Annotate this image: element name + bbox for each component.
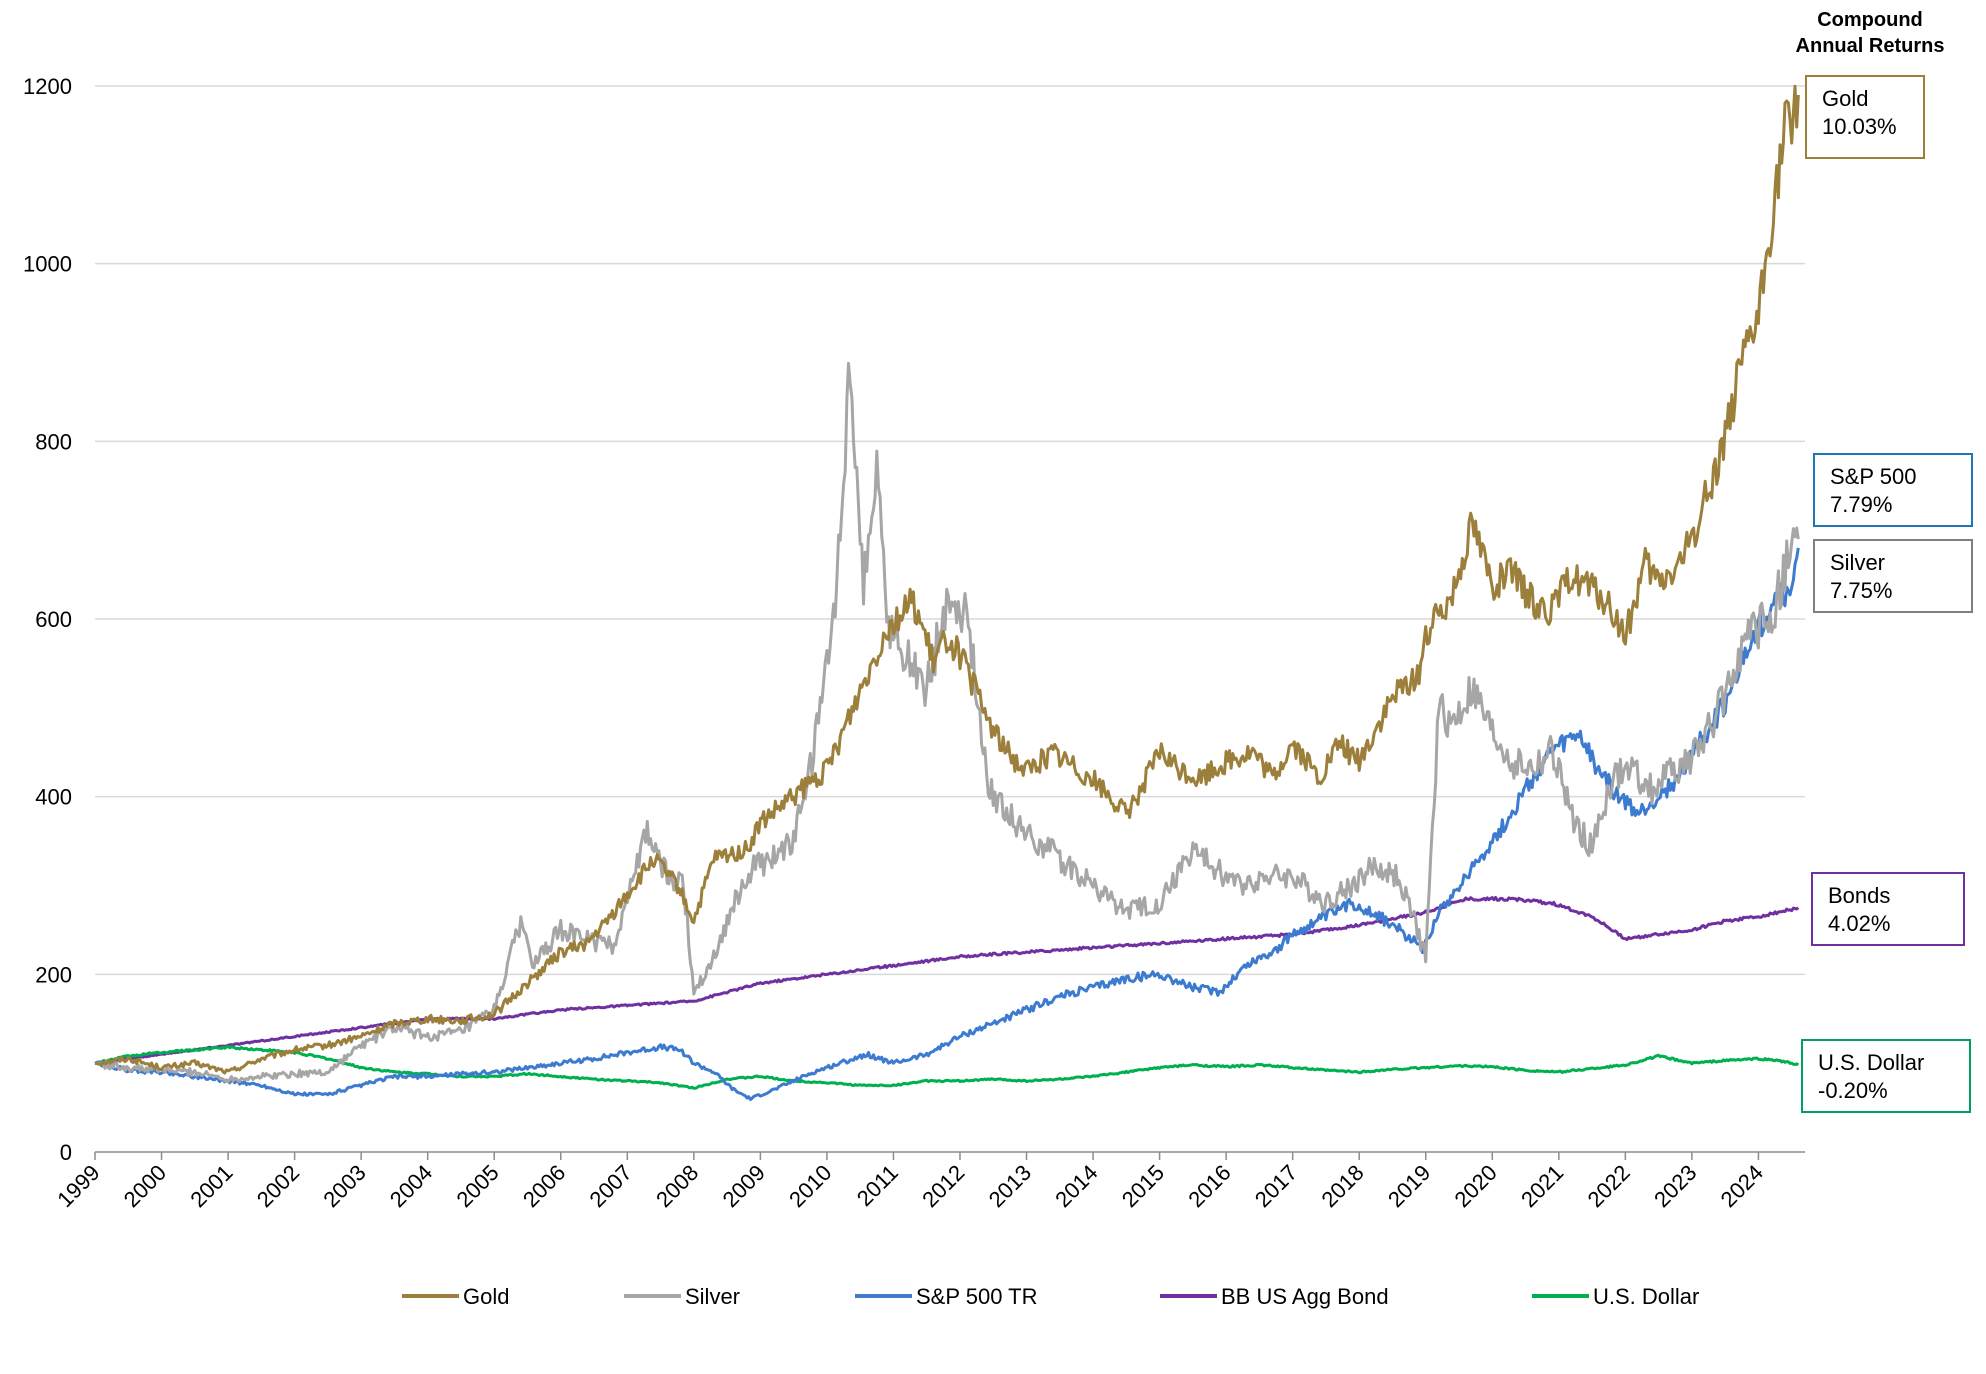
y-axis: 0 200 400 600 800 1000 1200 bbox=[23, 74, 72, 1165]
x-tick-label: 2023 bbox=[1649, 1160, 1701, 1212]
cagr-box-name: Silver bbox=[1830, 550, 1885, 575]
x-tick-label: 2015 bbox=[1117, 1160, 1169, 1212]
legend-item-silver: Silver bbox=[624, 1284, 740, 1309]
x-tick-label: 2022 bbox=[1583, 1160, 1635, 1212]
x-tick-label: 2003 bbox=[318, 1160, 370, 1212]
header-line-2: Annual Returns bbox=[1796, 35, 1945, 57]
cagr-box-u-s-dollar: U.S. Dollar -0.20% bbox=[1801, 1039, 1971, 1113]
series-line-gold bbox=[94, 84, 1800, 1075]
x-tick-label: 2001 bbox=[185, 1160, 237, 1212]
x-tick-label: 2016 bbox=[1183, 1160, 1235, 1212]
x-tick-label: 2010 bbox=[784, 1160, 836, 1212]
y-tick-label: 1000 bbox=[23, 252, 72, 277]
legend-item-gold: Gold bbox=[402, 1284, 509, 1309]
cagr-box-value: 7.79% bbox=[1830, 492, 1892, 517]
x-tick-label: 2014 bbox=[1050, 1160, 1102, 1212]
x-tick-label: 2021 bbox=[1516, 1160, 1568, 1212]
x-tick-label: 2019 bbox=[1383, 1160, 1435, 1212]
y-tick-label: 0 bbox=[60, 1140, 72, 1165]
legend-label: S&P 500 TR bbox=[916, 1284, 1037, 1309]
cagr-annotations: Gold 10.03% S&P 500 7.79% Silver 7.75% Bonds 4.… bbox=[1801, 75, 1973, 1113]
x-tick-label: 2000 bbox=[119, 1160, 171, 1212]
legend-item-s-p-500-tr: S&P 500 TR bbox=[855, 1284, 1037, 1309]
cagr-box-value: 4.02% bbox=[1828, 911, 1890, 936]
cagr-box-value: 10.03% bbox=[1822, 114, 1897, 139]
y-tick-label: 1200 bbox=[23, 74, 72, 99]
x-tick-label: 2007 bbox=[585, 1160, 637, 1212]
x-tick-label: 2013 bbox=[984, 1160, 1036, 1212]
cagr-box-value: 7.75% bbox=[1830, 578, 1892, 603]
x-tick-label: 2004 bbox=[385, 1160, 437, 1212]
cagr-box-gold: Gold 10.03% bbox=[1805, 75, 1925, 159]
legend-label: BB US Agg Bond bbox=[1221, 1284, 1389, 1309]
cagr-box-s-p-500: S&P 500 7.79% bbox=[1813, 453, 1973, 527]
series-line-s-p-500-tr bbox=[94, 547, 1800, 1101]
x-tick-label: 1999 bbox=[52, 1160, 104, 1212]
series-line-bb-us-agg-bond bbox=[94, 895, 1800, 1065]
header-line-1: Compound bbox=[1817, 9, 1923, 31]
x-tick-label: 2020 bbox=[1450, 1160, 1502, 1212]
legend-item-bb-us-agg-bond: BB US Agg Bond bbox=[1160, 1284, 1389, 1309]
x-tick-label: 2011 bbox=[852, 1160, 903, 1211]
y-tick-label: 200 bbox=[35, 962, 72, 987]
cagr-box-name: Gold bbox=[1822, 86, 1868, 111]
x-tick-label: 2009 bbox=[718, 1160, 770, 1212]
y-tick-label: 600 bbox=[35, 607, 72, 632]
y-tick-label: 800 bbox=[35, 429, 72, 454]
gridlines bbox=[95, 85, 1805, 976]
cagr-box-value: -0.20% bbox=[1818, 1078, 1888, 1103]
x-tick-label: 2008 bbox=[651, 1160, 703, 1212]
series-lines bbox=[94, 84, 1800, 1101]
legend: Gold Silver S&P 500 TR BB US Agg Bond U.S. D… bbox=[402, 1284, 1699, 1309]
y-tick-label: 400 bbox=[35, 785, 72, 810]
x-tick-label: 2018 bbox=[1316, 1160, 1368, 1212]
legend-label: U.S. Dollar bbox=[1593, 1284, 1699, 1309]
cagr-box-name: S&P 500 bbox=[1830, 464, 1916, 489]
legend-item-u-s-dollar: U.S. Dollar bbox=[1532, 1284, 1699, 1309]
x-tick-label: 2012 bbox=[917, 1160, 969, 1212]
x-tick-label: 2024 bbox=[1716, 1160, 1768, 1212]
x-axis: 1999 2000 2001 2002 2003 2004 2005 2006 2007 2008… bbox=[52, 1151, 1805, 1212]
x-tick-label: 2017 bbox=[1250, 1160, 1302, 1212]
cagr-box-silver: Silver 7.75% bbox=[1813, 539, 1973, 613]
cagr-box-name: Bonds bbox=[1828, 883, 1890, 908]
legend-label: Silver bbox=[685, 1284, 740, 1309]
x-tick-label: 2002 bbox=[252, 1160, 304, 1212]
legend-label: Gold bbox=[463, 1284, 509, 1309]
x-tick-label: 2006 bbox=[518, 1160, 570, 1212]
cagr-box-bonds: Bonds 4.02% bbox=[1811, 872, 1965, 946]
series-line-u-s-dollar bbox=[94, 1044, 1800, 1090]
x-tick-label: 2005 bbox=[451, 1160, 503, 1212]
cagr-box-name: U.S. Dollar bbox=[1818, 1050, 1924, 1075]
